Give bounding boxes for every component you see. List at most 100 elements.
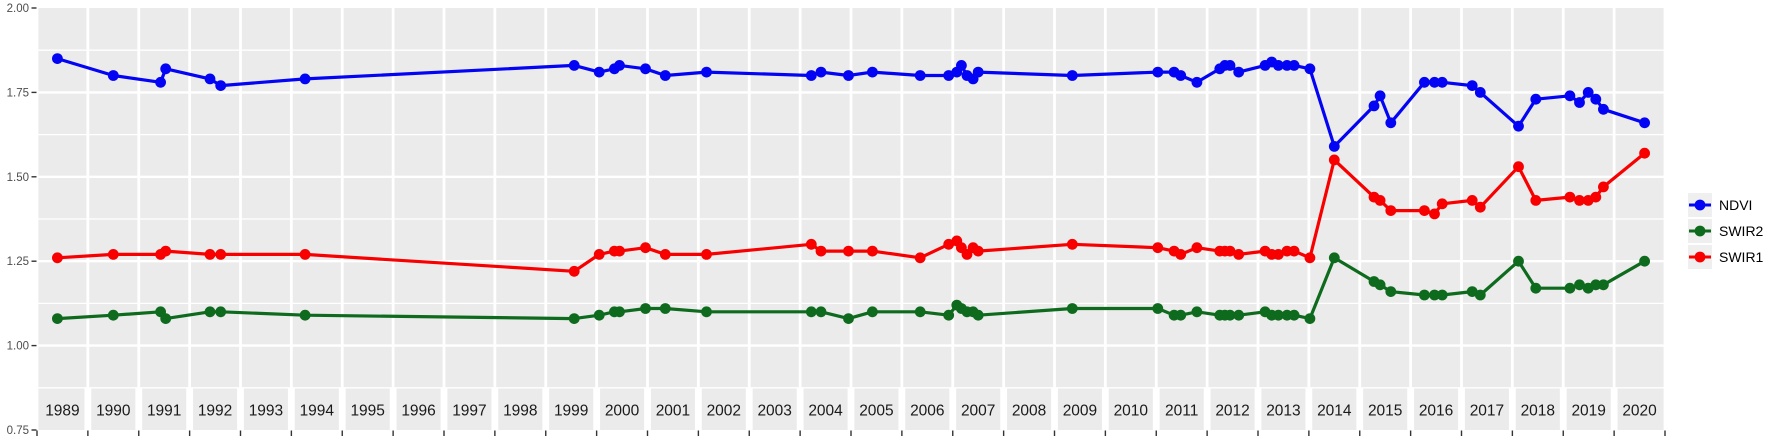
x-axis-year-label: 2005 <box>859 403 893 420</box>
data-point-ndvi <box>815 66 827 78</box>
series-ndvi <box>52 53 1650 152</box>
x-axis-year-label: 1998 <box>503 403 537 420</box>
data-point-ndvi <box>1419 76 1430 88</box>
data-point-swir2 <box>972 309 984 321</box>
data-point-swir2 <box>1590 279 1602 291</box>
data-point-ndvi <box>1288 60 1300 71</box>
x-axis-year-label: 2001 <box>656 403 690 420</box>
data-point-ndvi <box>1582 87 1594 98</box>
data-point-swir2 <box>160 313 172 324</box>
data-point-swir1 <box>614 245 625 257</box>
data-point-swir1 <box>1191 242 1203 254</box>
data-point-swir2 <box>1419 289 1430 301</box>
data-point-swir1 <box>1385 205 1397 217</box>
data-point-swir2 <box>1224 309 1236 321</box>
data-point-swir2 <box>1273 309 1284 321</box>
data-point-swir1 <box>1574 195 1585 206</box>
data-point-swir1 <box>568 265 580 277</box>
data-point-swir1 <box>1233 249 1245 260</box>
data-point-ndvi <box>614 60 625 71</box>
legend: NDVI SWIR2 SWIR1 <box>1688 193 1763 269</box>
data-point-swir1 <box>1639 147 1650 159</box>
data-point-swir1 <box>1429 208 1440 220</box>
x-axis-year-label: 1994 <box>300 403 335 420</box>
data-point-ndvi <box>1224 60 1236 71</box>
data-point-ndvi <box>867 66 878 78</box>
data-point-swir1 <box>1590 191 1602 203</box>
x-axis-year-label: 2016 <box>1419 403 1453 420</box>
gridlines-year <box>35 8 1667 430</box>
x-axis-year-label: 2008 <box>1012 403 1046 420</box>
data-point-ndvi <box>1436 76 1448 88</box>
y-axis-tick-label: 1.50 <box>7 172 29 184</box>
data-point-swir1 <box>805 238 817 250</box>
data-point-ndvi <box>1374 90 1386 102</box>
data-point-swir1 <box>843 245 854 257</box>
data-point-swir1 <box>1598 181 1609 193</box>
x-axis-year-label: 1989 <box>45 403 79 420</box>
legend-item-swir1: SWIR1 <box>1688 245 1763 269</box>
data-point-swir2 <box>914 306 926 318</box>
x-axis-year-label: 2006 <box>910 403 944 420</box>
data-point-swir2 <box>1374 279 1386 291</box>
data-point-swir2 <box>1474 289 1486 301</box>
legend-key-ndvi-icon <box>1688 193 1712 217</box>
data-point-ndvi <box>1328 141 1340 152</box>
x-axis-year-label: 2010 <box>1114 403 1149 420</box>
data-point-ndvi <box>843 70 854 81</box>
data-point-swir2 <box>815 306 827 318</box>
x-axis-year-label: 2015 <box>1368 403 1402 420</box>
data-point-swir2 <box>843 313 854 324</box>
x-axis-year-label: 2013 <box>1266 403 1300 420</box>
y-axis: 2.00 1.75 1.50 1.25 1.00 0.75 <box>7 3 37 437</box>
data-point-swir1 <box>160 245 172 257</box>
data-point-ndvi <box>107 70 119 81</box>
data-point-ndvi <box>215 80 227 91</box>
x-axis-year-label: 1997 <box>452 403 486 420</box>
data-point-swir1 <box>52 252 63 264</box>
data-point-swir2 <box>1639 255 1650 267</box>
legend-label-swir1: SWIR1 <box>1719 249 1764 265</box>
x-axis-year-label: 2012 <box>1215 403 1249 420</box>
data-point-swir1 <box>1175 249 1187 260</box>
data-point-swir1 <box>1419 205 1430 217</box>
data-point-swir2 <box>1466 286 1478 297</box>
data-point-swir1 <box>701 249 712 260</box>
data-point-swir2 <box>299 309 311 321</box>
data-point-swir1 <box>659 249 671 260</box>
x-axis-year-label: 1996 <box>401 403 435 420</box>
data-point-ndvi <box>1474 87 1486 98</box>
legend-label-swir2: SWIR2 <box>1719 223 1764 239</box>
data-point-swir2 <box>1564 282 1576 294</box>
data-point-swir1 <box>815 245 827 257</box>
legend-key-swir1-icon <box>1688 245 1712 269</box>
data-point-swir2 <box>659 303 671 314</box>
data-point-swir2 <box>1436 289 1448 301</box>
x-axis-year-label: 1993 <box>249 403 283 420</box>
data-point-swir2 <box>1530 282 1542 294</box>
data-point-swir1 <box>1288 245 1300 257</box>
data-point-swir2 <box>52 313 63 324</box>
x-axis-year-label: 2014 <box>1317 403 1352 420</box>
x-axis-year-label: 1995 <box>350 403 384 420</box>
data-point-swir1 <box>1304 252 1316 264</box>
data-point-swir1 <box>914 252 926 264</box>
data-point-ndvi <box>1273 60 1284 71</box>
data-point-swir2 <box>1328 252 1340 264</box>
y-axis-tick-label: 1.00 <box>7 341 29 353</box>
data-point-swir1 <box>972 245 984 257</box>
x-axis-year-label: 2003 <box>757 403 791 420</box>
data-point-ndvi <box>1066 70 1078 81</box>
x-axis-year-label: 1990 <box>96 403 131 420</box>
data-point-swir2 <box>215 306 227 318</box>
x-axis-year-label: 1992 <box>198 403 232 420</box>
x-axis-year-label: 1999 <box>554 403 588 420</box>
data-point-swir1 <box>1224 245 1236 257</box>
data-point-ndvi <box>568 60 580 71</box>
data-point-ndvi <box>155 76 167 88</box>
data-point-swir1 <box>867 245 878 257</box>
data-point-swir2 <box>1233 309 1245 321</box>
data-point-ndvi <box>204 73 216 85</box>
data-point-swir2 <box>1513 255 1524 267</box>
